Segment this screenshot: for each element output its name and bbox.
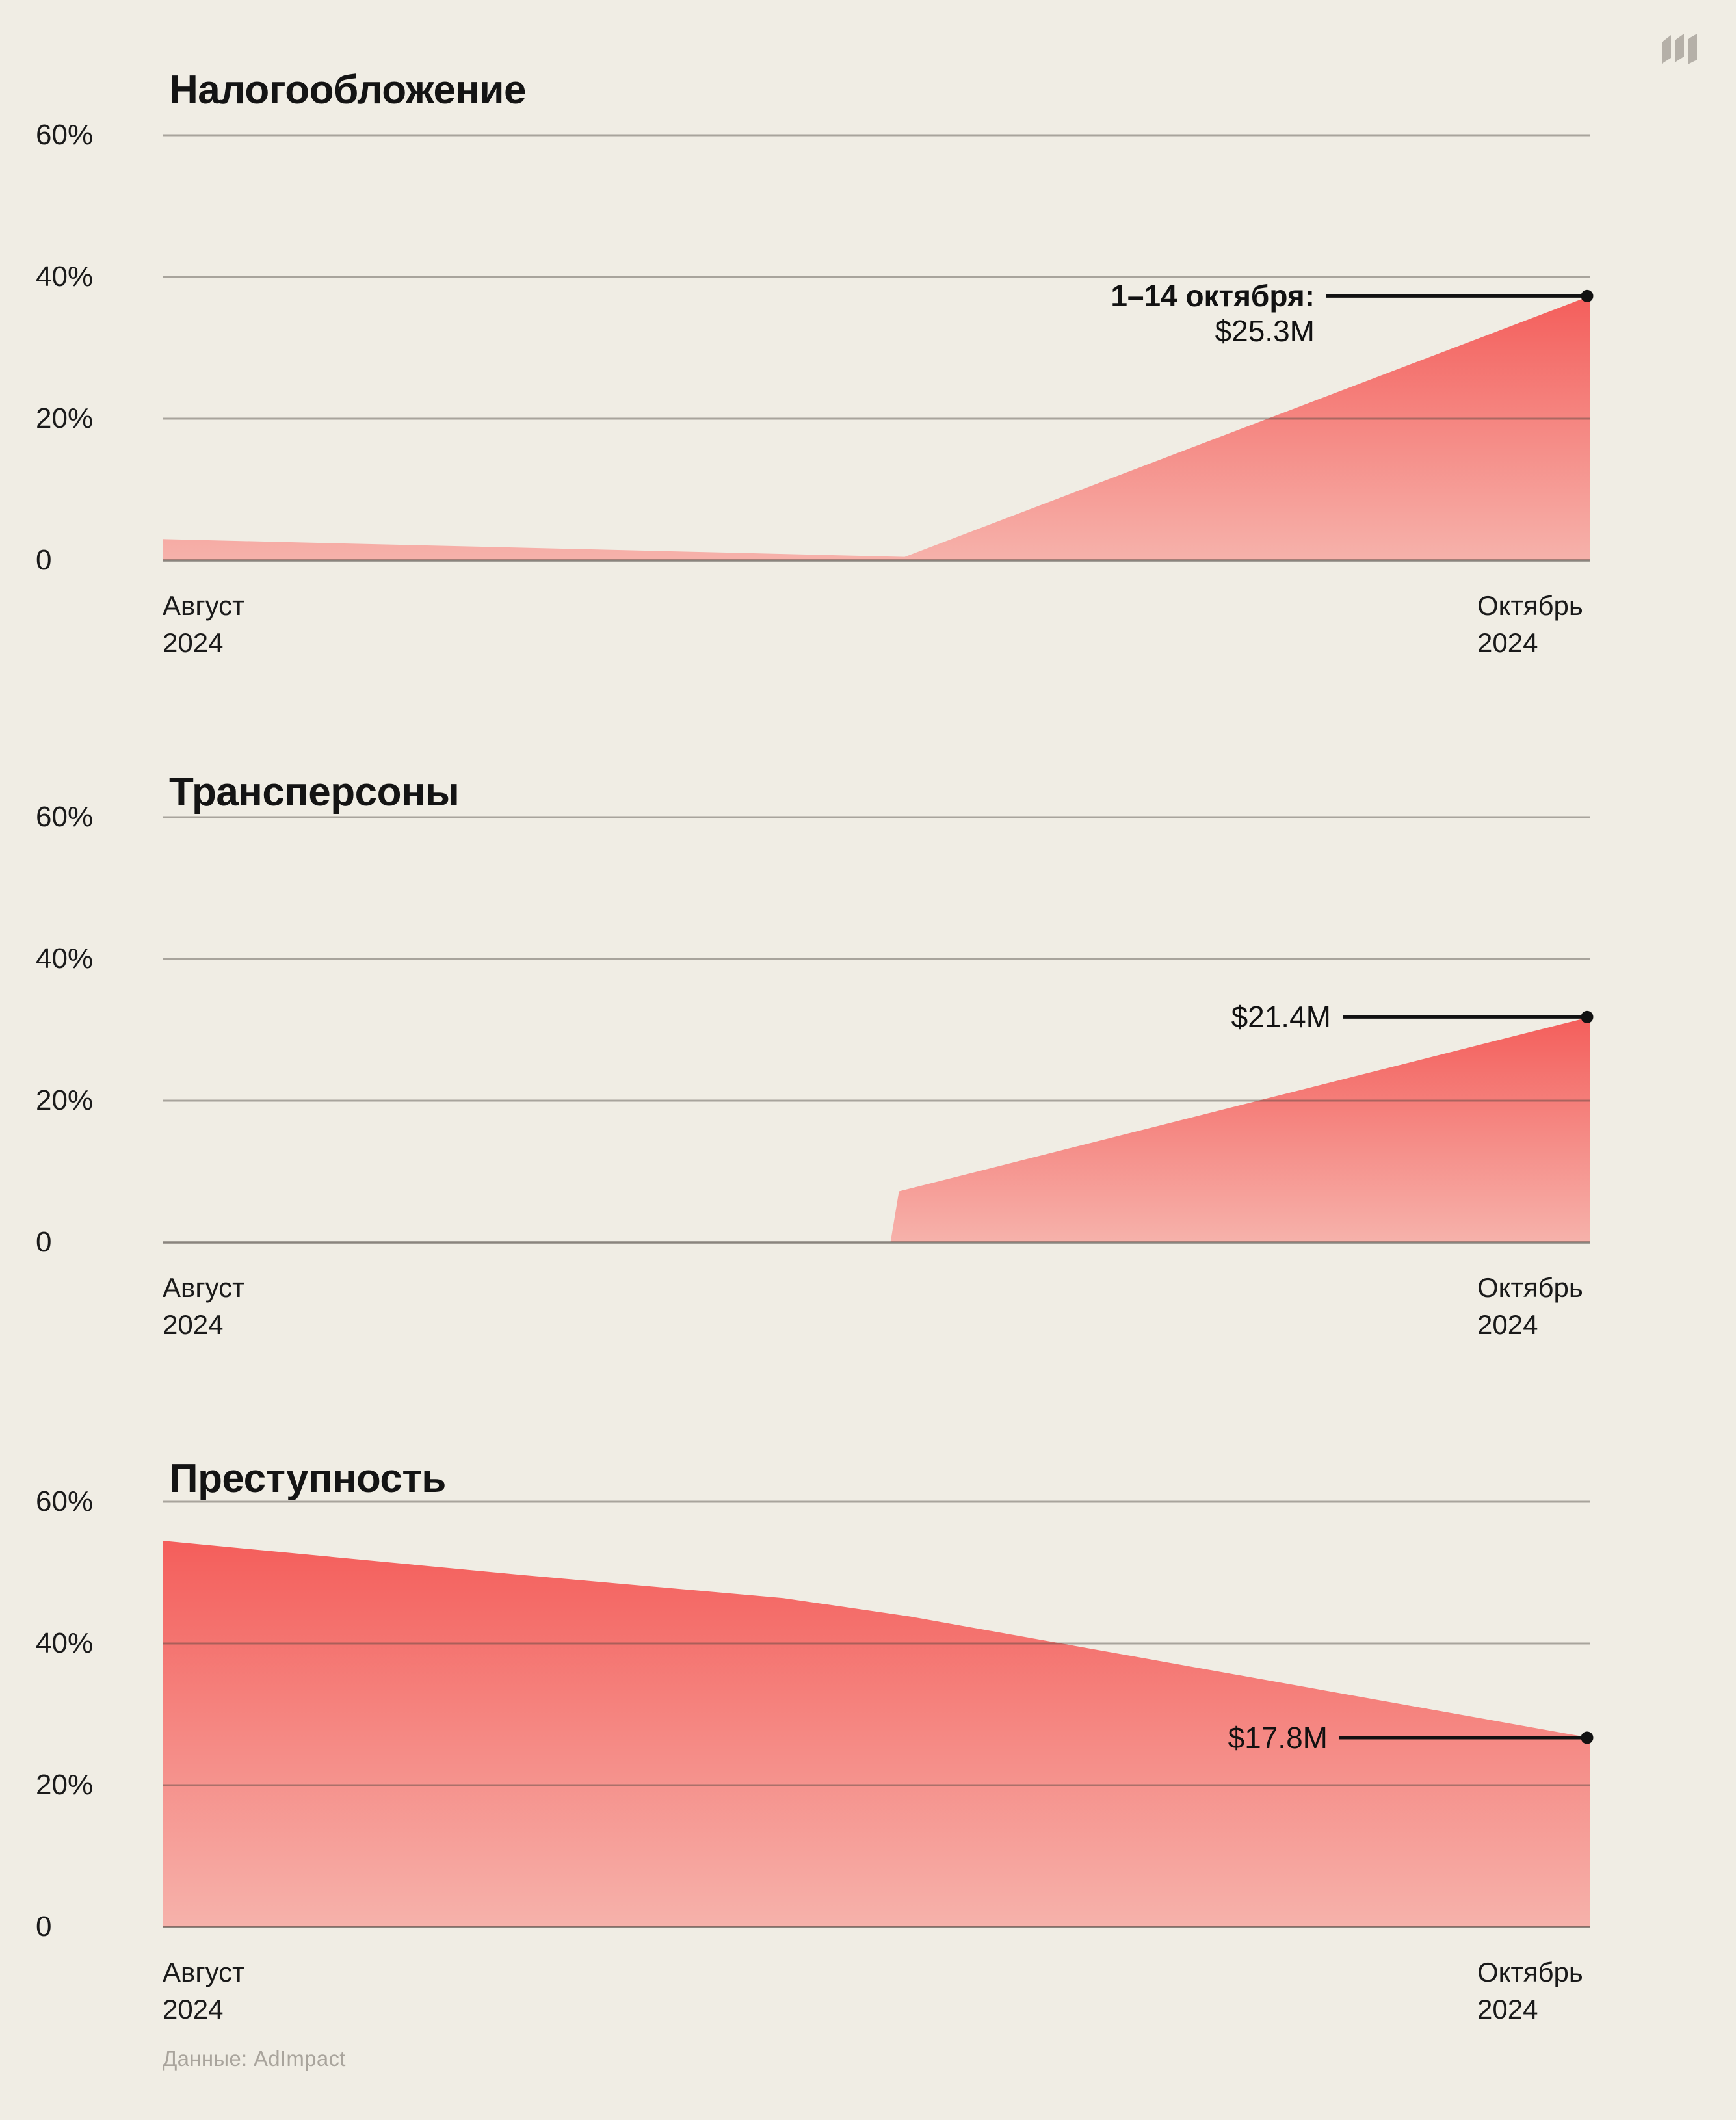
chart-title: Преступность xyxy=(169,1456,446,1502)
y-tick-label: 40% xyxy=(36,1627,94,1659)
x-label-year: 2024 xyxy=(163,1309,224,1340)
x-axis-label-left: Август 2024 xyxy=(163,1269,244,1343)
x-axis-label-right: Октябрь 2024 xyxy=(1477,1954,1583,2028)
x-label-month: Октябрь xyxy=(1477,1272,1583,1303)
source-note: Данные: AdImpact xyxy=(163,2047,346,2071)
meduza-m-logo-icon xyxy=(1662,34,1697,64)
annotation-value: $21.4M xyxy=(1231,1000,1331,1034)
annotation: $21.4M xyxy=(1231,999,1331,1034)
x-label-year: 2024 xyxy=(1477,1309,1538,1340)
y-tick-label: 0 xyxy=(36,1911,52,1943)
y-tick-label: 0 xyxy=(36,1226,52,1258)
y-tick-label: 40% xyxy=(36,943,94,975)
x-axis-label-left: Август 2024 xyxy=(163,1954,244,2028)
y-tick-label: 60% xyxy=(36,1485,94,1517)
annotation-value: $25.3M xyxy=(1215,314,1315,348)
y-tick-label: 20% xyxy=(36,402,94,434)
x-label-month: Октябрь xyxy=(1477,590,1583,621)
x-label-month: Август xyxy=(163,1957,245,1987)
annotation: $17.8M xyxy=(1228,1720,1328,1755)
x-label-year: 2024 xyxy=(163,627,224,658)
y-tick-label: 40% xyxy=(36,261,94,293)
annotation-label: 1–14 октября: xyxy=(1111,279,1315,313)
x-label-year: 2024 xyxy=(163,1994,224,2024)
y-tick-label: 0 xyxy=(36,544,52,576)
x-label-month: Август xyxy=(163,1272,245,1303)
x-axis-label-left: Август 2024 xyxy=(163,587,244,661)
annotation: 1–14 октября: $25.3M xyxy=(1111,278,1315,348)
y-tick-label: 20% xyxy=(36,1769,94,1801)
x-axis-label-right: Октябрь 2024 xyxy=(1477,587,1583,661)
chart-title: Трансперсоны xyxy=(169,770,460,815)
area-chart-svg xyxy=(163,1500,1594,1928)
y-tick-label: 20% xyxy=(36,1084,94,1116)
area-chart-svg xyxy=(163,816,1594,1244)
y-tick-label: 60% xyxy=(36,801,94,833)
x-label-month: Октябрь xyxy=(1477,1957,1583,1987)
annotation-value: $17.8M xyxy=(1228,1720,1328,1755)
y-tick-label: 60% xyxy=(36,119,94,151)
x-label-month: Август xyxy=(163,590,245,621)
x-axis-label-right: Октябрь 2024 xyxy=(1477,1269,1583,1343)
area-chart-svg xyxy=(163,134,1594,562)
x-label-year: 2024 xyxy=(1477,627,1538,658)
chart-title: Налогообложение xyxy=(169,68,527,113)
x-label-year: 2024 xyxy=(1477,1994,1538,2024)
